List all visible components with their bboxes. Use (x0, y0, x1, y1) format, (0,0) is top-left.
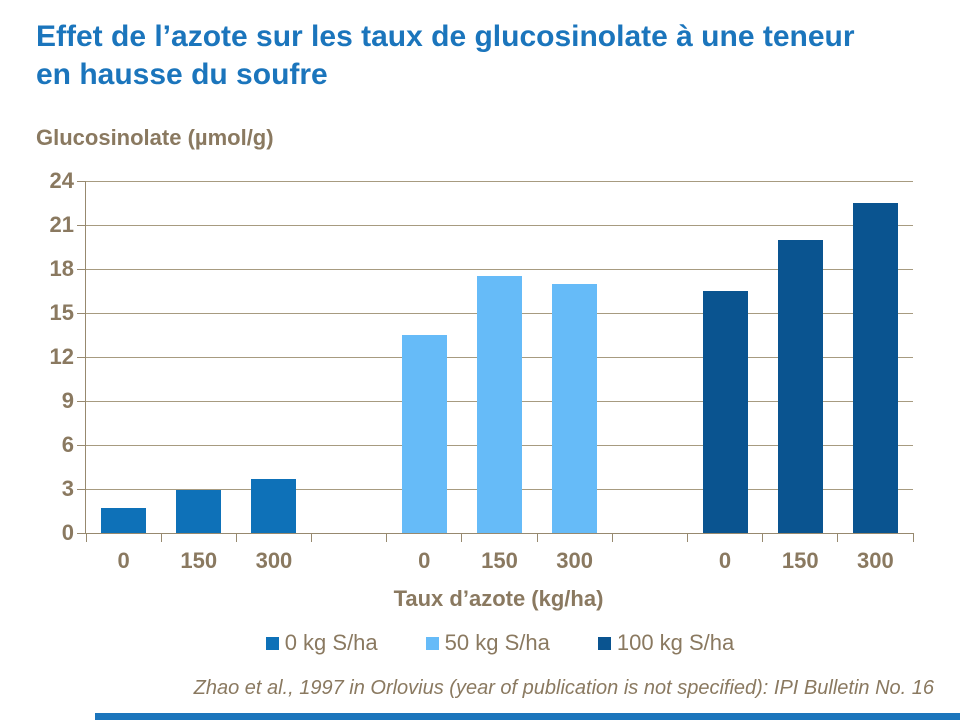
legend-label: 50 kg S/ha (444, 630, 550, 655)
x-axis-tick (85, 533, 87, 542)
bar (101, 508, 147, 533)
x-tick-label: 0 (418, 548, 431, 573)
x-tick-label: 300 (255, 548, 293, 573)
legend-item: 50 kg S/ha (425, 630, 550, 656)
y-tick-label: 9 (61, 388, 74, 413)
source-citation: Zhao et al., 1997 in Orlovius (year of p… (193, 677, 934, 699)
chart-title-line1: Effet de l’azote sur les taux de glucosi… (36, 20, 855, 53)
y-axis-tick (77, 400, 86, 402)
y-axis-tick (77, 224, 86, 226)
legend-swatch (265, 636, 279, 650)
chart-title-line2: en hausse du soufre (36, 58, 328, 91)
x-tick-label: 300 (857, 548, 894, 573)
x-axis-tick (536, 533, 538, 542)
y-axis-tick (77, 180, 86, 182)
legend-label: 0 kg S/ha (284, 630, 378, 655)
x-axis-title: Taux d’azote (kg/ha) (393, 586, 604, 611)
x-axis-tick (386, 533, 388, 542)
y-axis-tick (77, 268, 86, 270)
y-tick-label: 3 (61, 476, 74, 501)
x-tick-label: 0 (718, 548, 732, 573)
legend-item: 0 kg S/ha (265, 630, 378, 656)
legend: 0 kg S/ha 50 kg S/ha 100 kg S/ha (40, 630, 960, 656)
y-tick-label: 18 (49, 256, 74, 281)
x-tick-label: 0 (117, 548, 130, 573)
legend-item: 100 kg S/ha (597, 630, 735, 656)
y-axis-tick (77, 532, 86, 534)
bar (777, 239, 823, 533)
y-axis-tick (77, 356, 86, 358)
y-tick-label: 6 (61, 432, 74, 457)
bar (176, 490, 222, 533)
y-tick-label: 0 (61, 520, 74, 545)
x-axis-tick (235, 533, 237, 542)
bar (852, 203, 898, 533)
x-axis-tick (311, 533, 313, 542)
footer-accent-bar (95, 713, 960, 720)
x-axis-tick (160, 533, 162, 542)
gridline (86, 268, 913, 270)
y-axis-tick (77, 312, 86, 314)
bar (552, 283, 598, 533)
y-axis-tick (77, 488, 86, 490)
gridline (86, 224, 913, 226)
x-axis-tick (762, 533, 764, 542)
x-tick-label: 300 (556, 548, 594, 573)
legend-swatch (597, 636, 611, 650)
y-tick-label: 21 (49, 212, 74, 237)
bar (702, 291, 748, 533)
x-axis-tick (686, 533, 688, 542)
bar (477, 276, 522, 533)
legend-swatch (425, 636, 439, 650)
chart-title: Effet de l’azote sur les taux de glucosi… (36, 18, 855, 94)
legend-label: 100 kg S/ha (616, 630, 735, 655)
x-tick-label: 150 (781, 548, 819, 573)
y-tick-label: 24 (49, 168, 74, 193)
x-axis-tick (837, 533, 839, 542)
y-axis-tick (77, 444, 86, 446)
x-axis-tick (611, 533, 613, 542)
plot-area: 0 3 6 9 12 15 18 21 24 0 150 300 0 150 300 0 150 300 (50, 168, 914, 573)
bar (251, 478, 297, 533)
y-tick-label: 12 (49, 344, 74, 369)
x-tick-label: 150 (180, 548, 218, 573)
bar (401, 335, 447, 533)
x-axis-tick (912, 533, 914, 542)
gridline (86, 180, 913, 182)
y-axis-title: Glucosinolate (µmol/g) (36, 125, 274, 150)
x-tick-label: 150 (481, 548, 518, 573)
x-axis-tick (461, 533, 463, 542)
y-tick-label: 15 (49, 300, 74, 325)
